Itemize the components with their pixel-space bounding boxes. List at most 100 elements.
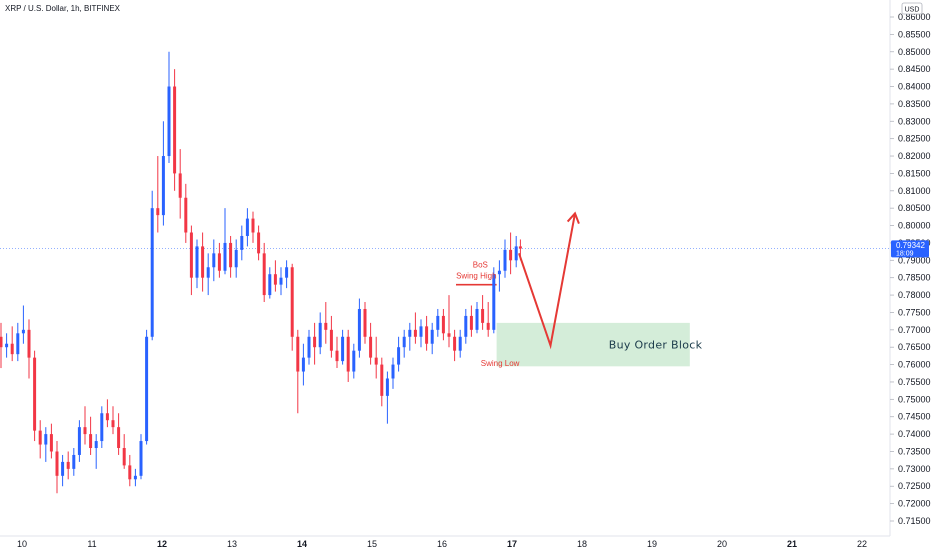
candle-body bbox=[66, 461, 70, 469]
x-tick-label: 16 bbox=[437, 539, 447, 549]
candle-body bbox=[122, 448, 126, 466]
x-tick-label: 21 bbox=[787, 539, 797, 549]
candle-body bbox=[27, 329, 31, 358]
candle-body bbox=[189, 232, 193, 278]
candle-body bbox=[397, 347, 401, 365]
candle-body bbox=[447, 333, 451, 337]
x-tick-label: 12 bbox=[157, 539, 167, 549]
candle-body bbox=[245, 218, 249, 236]
y-tick-label: 0.84000 bbox=[898, 82, 931, 92]
candle-body bbox=[33, 357, 37, 431]
candle-body bbox=[251, 218, 255, 233]
candle-body bbox=[268, 274, 272, 296]
candle-body bbox=[408, 329, 412, 337]
candle-body bbox=[184, 197, 188, 233]
y-tick-label: 0.77000 bbox=[898, 325, 931, 335]
y-tick-label: 0.86000 bbox=[898, 12, 931, 22]
y-tick-label: 0.85000 bbox=[898, 47, 931, 57]
candle-body bbox=[481, 308, 485, 323]
candle-body bbox=[458, 336, 462, 351]
candle-body bbox=[497, 270, 501, 275]
candle-body bbox=[111, 420, 115, 428]
x-tick-label: 10 bbox=[17, 539, 27, 549]
x-tick-label: 18 bbox=[577, 539, 587, 549]
y-tick-label: 0.85500 bbox=[898, 29, 931, 39]
y-tick-label: 0.83500 bbox=[898, 99, 931, 109]
candle-body bbox=[346, 336, 350, 372]
candle-body bbox=[206, 267, 210, 278]
y-tick-label: 0.76500 bbox=[898, 342, 931, 352]
y-tick-label: 0.80000 bbox=[898, 221, 931, 231]
candle-body bbox=[469, 315, 473, 330]
y-tick-label: 0.81500 bbox=[898, 168, 931, 178]
candle-body bbox=[145, 336, 149, 442]
candle-body bbox=[341, 336, 345, 362]
chart-title: XRP / U.S. Dollar, 1h, BITFINEX bbox=[5, 4, 121, 13]
candle-body bbox=[273, 274, 277, 285]
candle-body bbox=[150, 208, 154, 337]
candle-body bbox=[413, 329, 417, 337]
x-tick-label: 14 bbox=[297, 539, 307, 549]
candle-body bbox=[290, 267, 294, 337]
y-tick-label: 0.81000 bbox=[898, 186, 931, 196]
price-tag-value: 0.79342 bbox=[896, 241, 925, 250]
candle-body bbox=[357, 308, 361, 351]
candle-body bbox=[139, 441, 143, 476]
candle-body bbox=[464, 315, 468, 337]
y-tick-label: 0.76000 bbox=[898, 360, 931, 370]
y-tick-label: 0.72500 bbox=[898, 481, 931, 491]
y-tick-label: 0.74500 bbox=[898, 412, 931, 422]
candle-body bbox=[77, 427, 81, 455]
candle-body bbox=[262, 253, 266, 296]
swing-low-label: Swing Low bbox=[481, 359, 520, 368]
candle-body bbox=[419, 326, 423, 337]
candle-body bbox=[229, 242, 233, 268]
candle-body bbox=[89, 434, 93, 449]
candle-body bbox=[133, 475, 137, 480]
y-tick-label: 0.80500 bbox=[898, 203, 931, 213]
y-tick-label: 0.71500 bbox=[898, 516, 931, 526]
candle-body bbox=[385, 378, 389, 396]
candle-body bbox=[100, 413, 104, 442]
x-tick-label: 11 bbox=[87, 539, 96, 549]
annotation-text-layer: BoS Swing High Swing Low Buy Order Block bbox=[456, 211, 702, 368]
candle-body bbox=[173, 86, 177, 174]
candle-body bbox=[402, 336, 406, 348]
y-tick-label: 0.84500 bbox=[898, 64, 931, 74]
candle-body bbox=[514, 246, 518, 261]
candle-body bbox=[329, 329, 333, 351]
buy-order-block-zone bbox=[496, 322, 690, 367]
x-tick-label: 19 bbox=[647, 539, 657, 549]
candle-body bbox=[441, 315, 445, 334]
y-tick-label: 0.82500 bbox=[898, 134, 931, 144]
price-axis[interactable]: 0.86000 0.85500 0.85000 0.84500 0.84000 0.835… bbox=[890, 12, 931, 526]
candle-body bbox=[38, 430, 42, 445]
candle-body bbox=[61, 461, 65, 476]
candle-body bbox=[128, 465, 132, 480]
annotation-layer bbox=[0, 248, 890, 367]
candle-body bbox=[430, 329, 434, 344]
candle-body bbox=[10, 343, 14, 355]
candle-body bbox=[486, 322, 490, 330]
y-tick-label: 0.78000 bbox=[898, 290, 931, 300]
currency-badge[interactable] bbox=[901, 2, 923, 15]
candle-body bbox=[16, 333, 20, 355]
x-tick-label: 17 bbox=[507, 539, 517, 549]
candle-body bbox=[217, 253, 221, 271]
candle-body bbox=[72, 454, 76, 469]
candle-body bbox=[380, 364, 384, 396]
price-tag-countdown: 18:09 bbox=[896, 250, 914, 257]
candle-body bbox=[156, 208, 160, 216]
candle-body bbox=[391, 364, 395, 379]
candle-body bbox=[0, 336, 3, 348]
y-tick-label: 0.83000 bbox=[898, 116, 931, 126]
candle-body bbox=[212, 253, 216, 268]
y-tick-label: 0.75000 bbox=[898, 394, 931, 404]
candle-body bbox=[518, 246, 522, 249]
y-tick-label: 0.73500 bbox=[898, 446, 931, 456]
candle-body bbox=[313, 336, 317, 348]
time-axis[interactable]: 10 11 12 13 14 15 16 17 18 19 20 21 22 bbox=[17, 539, 867, 549]
